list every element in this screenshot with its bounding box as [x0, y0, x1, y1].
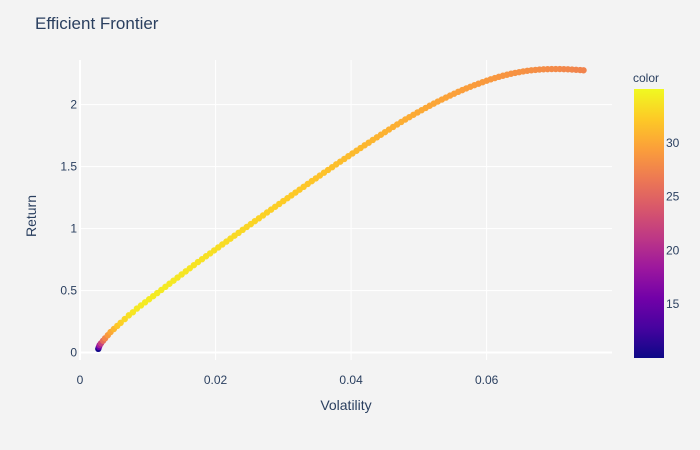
y-tick-label: 1.5: [60, 160, 77, 174]
x-tick-label: 0.04: [339, 373, 363, 387]
x-axis-title: Volatility: [320, 397, 371, 413]
y-tick-label: 0.5: [60, 284, 77, 298]
colorbar-ticks: 15 20 25 30: [666, 136, 680, 311]
x-tick-label: 0.02: [204, 373, 228, 387]
chart-title: Efficient Frontier: [35, 14, 159, 33]
x-tick-label: 0: [77, 373, 84, 387]
frontier-point: [580, 67, 587, 74]
colorbar-tick-label: 15: [666, 297, 680, 311]
frontier-point: [117, 319, 124, 327]
y-tick-label: 0: [70, 346, 77, 360]
grid-layer: [79, 60, 612, 360]
frontier-point: [129, 309, 137, 316]
colorbar-tick-label: 20: [666, 243, 680, 257]
colorbar-tick-label: 25: [666, 190, 680, 204]
data-points: [95, 65, 587, 353]
frontier-point: [121, 315, 128, 323]
y-tick-label: 2: [70, 98, 77, 112]
y-tick-label: 1: [70, 222, 77, 236]
colorbar-tick-label: 30: [666, 136, 680, 150]
colorbar-title: color: [633, 71, 659, 85]
y-axis-title: Return: [23, 195, 39, 237]
colorbar: [634, 89, 664, 358]
x-tick-label: 0.06: [475, 373, 499, 387]
axis-ticks: 0 0.5 1 1.5 2 0 0.02 0.04 0.06: [60, 98, 498, 387]
